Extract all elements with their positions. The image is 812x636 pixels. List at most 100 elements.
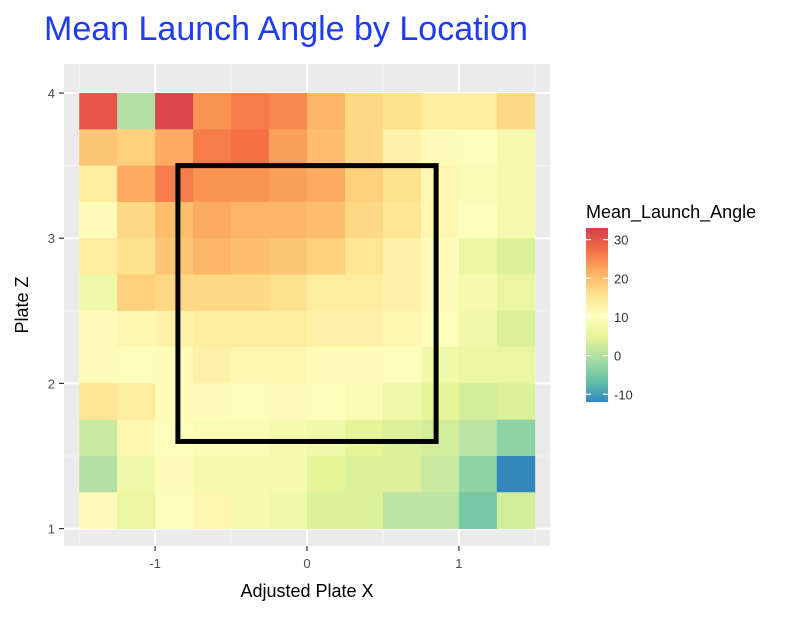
heatmap-cell [382,492,422,529]
heatmap-cell [155,201,194,239]
heatmap-cell [344,129,384,167]
y-axis-label: Plate Z [12,276,32,333]
heatmap-cell [117,93,156,130]
heatmap-cell [79,347,118,384]
heatmap-cell [193,165,232,203]
heatmap-cell [496,419,536,457]
heatmap-cell [420,238,460,275]
heatmap-cell [117,129,156,167]
heatmap-cell [117,347,156,384]
heatmap-cell [117,492,156,529]
heatmap-cell [155,274,194,312]
heatmap-cell [231,274,270,312]
heatmap-cell [344,455,384,493]
legend-tick-label: 0 [614,349,621,364]
heatmap-cell [420,492,460,529]
heatmap-cell [344,310,384,348]
x-axis-label: Adjusted Plate X [240,581,373,601]
heatmap-cell [420,201,460,239]
heatmap-cell [307,347,346,384]
heatmap-cell [269,274,308,312]
heatmap-cell [79,492,118,529]
heatmap-cell [496,492,536,529]
legend-colorbar [586,228,608,402]
heatmap-cell [269,165,308,203]
heatmap-cell [117,310,156,348]
heatmap-cell [382,93,422,130]
heatmap-cell [117,455,156,493]
heatmap-cell [117,383,156,421]
heatmap-cell [269,201,308,239]
legend-ticks: 30 20 10 0 -10 [586,233,633,402]
heatmap-cell [231,238,270,275]
heatmap-cell [193,201,232,239]
heatmap-cell [344,347,384,384]
heatmap-cell [496,129,536,167]
heatmap-cell [496,455,536,493]
heatmap-cell [269,310,308,348]
heatmap-cell [193,129,232,167]
heatmap-cell [496,238,536,275]
heatmap-cell [79,201,118,239]
heatmap-cell [458,165,498,203]
heatmap-cell [344,383,384,421]
heatmap-cell [193,455,232,493]
heatmap-cell [193,93,232,130]
heatmap-cell [79,274,118,312]
heatmap-cell [231,310,270,348]
heatmap-cells [79,93,536,529]
heatmap-cell [193,310,232,348]
x-axis-ticks: -1 0 1 [149,546,462,571]
heatmap-cell [458,238,498,275]
legend-tick-label: 10 [614,310,628,325]
heatmap-cell [420,419,460,457]
legend-tick-label: 20 [614,271,628,286]
heatmap-cell [79,129,118,167]
heatmap-cell [269,347,308,384]
heatmap-cell [193,238,232,275]
heatmap-cell [117,201,156,239]
heatmap-cell [155,238,194,275]
heatmap-cell [269,419,308,457]
y-tick-label: 4 [48,86,55,101]
y-tick-label: 2 [48,376,55,391]
heatmap-cell [269,93,308,130]
heatmap-cell [382,274,422,312]
heatmap-cell [307,274,346,312]
heatmap-cell [79,419,118,457]
heatmap-cell [344,165,384,203]
heatmap-cell [231,347,270,384]
heatmap-cell [382,455,422,493]
heatmap-cell [382,347,422,384]
heatmap-cell [79,165,118,203]
heatmap-cell [193,383,232,421]
heatmap-cell [269,238,308,275]
heatmap-cell [155,419,194,457]
heatmap-cell [307,201,346,239]
heatmap-cell [193,274,232,312]
heatmap-cell [155,347,194,384]
heatmap-cell [231,419,270,457]
heatmap-cell [382,310,422,348]
heatmap-cell [458,129,498,167]
heatmap-cell [458,274,498,312]
heatmap-cell [307,93,346,130]
x-tick-label: -1 [149,556,161,571]
heatmap-cell [344,238,384,275]
heatmap-cell [458,419,498,457]
heatmap-cell [79,310,118,348]
heatmap-cell [117,165,156,203]
heatmap-cell [344,93,384,130]
heatmap-cell [496,274,536,312]
heatmap-cell [344,274,384,312]
heatmap-cell [231,492,270,529]
heatmap-cell [420,165,460,203]
heatmap-cell [155,455,194,493]
heatmap-cell [155,93,194,130]
y-axis-ticks: 1 2 3 4 [48,86,64,537]
heatmap-cell [382,419,422,457]
heatmap-cell [117,238,156,275]
heatmap-cell [193,492,232,529]
heatmap-cell [382,165,422,203]
